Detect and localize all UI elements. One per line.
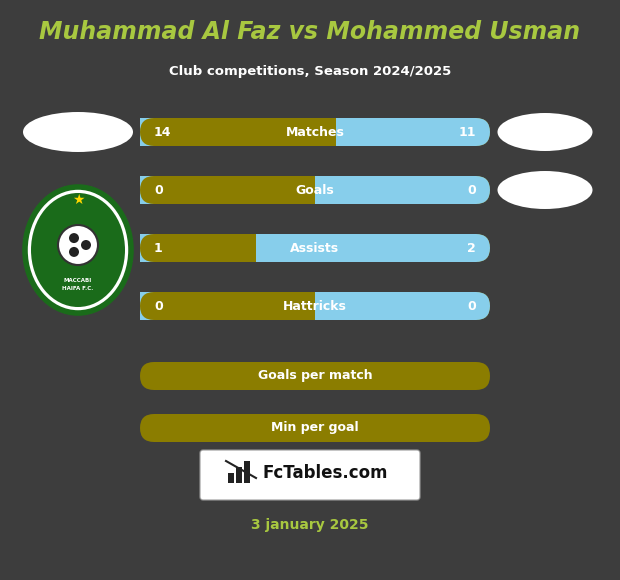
- Bar: [242, 234, 255, 262]
- Circle shape: [58, 225, 98, 265]
- Ellipse shape: [497, 171, 593, 209]
- Bar: [244, 461, 250, 483]
- Text: Hattricks: Hattricks: [283, 299, 347, 313]
- Text: Assists: Assists: [290, 241, 340, 255]
- Circle shape: [69, 247, 79, 257]
- Text: 14: 14: [154, 125, 172, 139]
- FancyBboxPatch shape: [140, 176, 315, 204]
- FancyBboxPatch shape: [140, 176, 168, 204]
- FancyBboxPatch shape: [140, 118, 336, 146]
- Ellipse shape: [497, 113, 593, 151]
- FancyBboxPatch shape: [140, 234, 255, 262]
- Text: ★: ★: [72, 193, 84, 207]
- Bar: [322, 118, 336, 146]
- Text: Goals per match: Goals per match: [258, 369, 373, 382]
- Circle shape: [69, 233, 79, 243]
- Bar: [301, 176, 315, 204]
- Bar: [228, 473, 234, 483]
- Text: 0: 0: [154, 299, 162, 313]
- Bar: [140, 176, 154, 204]
- FancyBboxPatch shape: [140, 234, 490, 262]
- FancyBboxPatch shape: [140, 176, 490, 204]
- Ellipse shape: [23, 112, 133, 152]
- Text: 0: 0: [467, 299, 476, 313]
- Bar: [236, 467, 242, 483]
- Bar: [140, 292, 154, 320]
- FancyBboxPatch shape: [140, 292, 315, 320]
- FancyBboxPatch shape: [140, 234, 168, 262]
- Text: 0: 0: [467, 183, 476, 197]
- Text: 2: 2: [467, 241, 476, 255]
- Text: Matches: Matches: [286, 125, 345, 139]
- FancyBboxPatch shape: [140, 234, 490, 262]
- FancyBboxPatch shape: [140, 118, 490, 146]
- Ellipse shape: [23, 185, 133, 315]
- Text: Muhammad Al Faz vs Mohammed Usman: Muhammad Al Faz vs Mohammed Usman: [40, 20, 580, 44]
- FancyBboxPatch shape: [140, 414, 490, 442]
- FancyBboxPatch shape: [140, 118, 490, 146]
- FancyBboxPatch shape: [140, 176, 490, 204]
- Text: 0: 0: [154, 183, 162, 197]
- Bar: [140, 118, 154, 146]
- FancyBboxPatch shape: [140, 292, 490, 320]
- Ellipse shape: [31, 193, 125, 307]
- FancyBboxPatch shape: [200, 450, 420, 500]
- Text: 3 january 2025: 3 january 2025: [251, 518, 369, 532]
- Bar: [140, 234, 154, 262]
- FancyBboxPatch shape: [140, 118, 168, 146]
- Text: HAIFA F.C.: HAIFA F.C.: [63, 285, 94, 291]
- Text: Club competitions, Season 2024/2025: Club competitions, Season 2024/2025: [169, 66, 451, 78]
- Circle shape: [81, 240, 91, 250]
- FancyBboxPatch shape: [140, 292, 490, 320]
- FancyBboxPatch shape: [140, 362, 490, 390]
- Text: 11: 11: [459, 125, 476, 139]
- FancyBboxPatch shape: [140, 292, 168, 320]
- Bar: [301, 292, 315, 320]
- Text: 1: 1: [154, 241, 162, 255]
- Text: MACCABI: MACCABI: [64, 277, 92, 282]
- Text: Min per goal: Min per goal: [271, 422, 359, 434]
- Text: FcTables.com: FcTables.com: [262, 464, 388, 482]
- Text: Goals: Goals: [296, 183, 334, 197]
